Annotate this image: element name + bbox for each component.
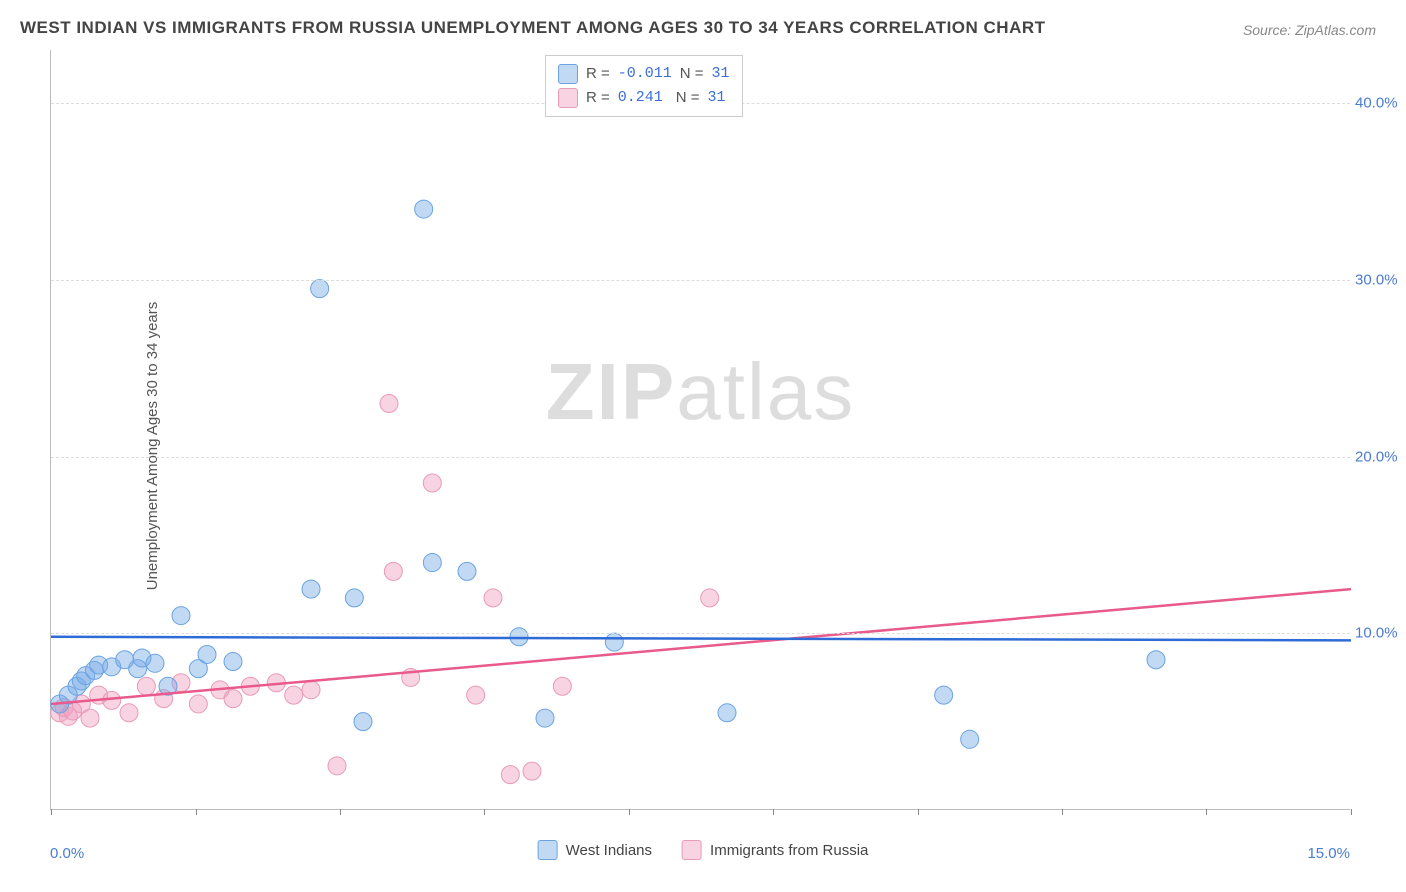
legend-item-pink: Immigrants from Russia xyxy=(682,840,868,860)
data-point xyxy=(718,704,736,722)
gridline xyxy=(51,457,1350,458)
y-tick-label: 10.0% xyxy=(1355,625,1406,642)
stats-row-blue: R = -0.011 N = 31 xyxy=(558,62,730,86)
data-point xyxy=(380,394,398,412)
x-tick-mark xyxy=(773,809,774,815)
data-point xyxy=(415,200,433,218)
data-point xyxy=(536,709,554,727)
data-point xyxy=(189,695,207,713)
swatch-pink-icon xyxy=(682,840,702,860)
data-point xyxy=(458,562,476,580)
swatch-blue-icon xyxy=(538,840,558,860)
legend: West Indians Immigrants from Russia xyxy=(538,840,869,860)
y-tick-label: 40.0% xyxy=(1355,95,1406,112)
data-point xyxy=(137,677,155,695)
data-point xyxy=(467,686,485,704)
data-point xyxy=(328,757,346,775)
data-point xyxy=(198,645,216,663)
data-point xyxy=(935,686,953,704)
data-point xyxy=(146,654,164,672)
data-point xyxy=(701,589,719,607)
data-point xyxy=(120,704,138,722)
x-tick-mark xyxy=(51,809,52,815)
swatch-pink-icon xyxy=(558,88,578,108)
data-point xyxy=(354,713,372,731)
data-point xyxy=(172,607,190,625)
data-point xyxy=(81,709,99,727)
x-tick-mark xyxy=(196,809,197,815)
data-point xyxy=(484,589,502,607)
data-point xyxy=(345,589,363,607)
x-tick-mark xyxy=(340,809,341,815)
legend-label: West Indians xyxy=(566,842,652,859)
data-point xyxy=(302,580,320,598)
data-point xyxy=(605,633,623,651)
data-point xyxy=(285,686,303,704)
data-point xyxy=(553,677,571,695)
data-point xyxy=(103,691,121,709)
regression-line xyxy=(51,637,1351,641)
x-tick-mark xyxy=(629,809,630,815)
gridline xyxy=(51,280,1350,281)
plot-area: ZIPatlas 10.0%20.0%30.0%40.0% xyxy=(50,50,1350,810)
data-point xyxy=(423,474,441,492)
source-attribution: Source: ZipAtlas.com xyxy=(1243,22,1376,38)
legend-item-blue: West Indians xyxy=(538,840,652,860)
regression-line xyxy=(51,589,1351,704)
x-axis-max-label: 15.0% xyxy=(1307,845,1350,862)
data-point xyxy=(1147,651,1165,669)
data-point xyxy=(523,762,541,780)
legend-label: Immigrants from Russia xyxy=(710,842,868,859)
data-point xyxy=(501,766,519,784)
x-tick-mark xyxy=(1351,809,1352,815)
data-point xyxy=(961,730,979,748)
swatch-blue-icon xyxy=(558,64,578,84)
data-point xyxy=(423,554,441,572)
x-tick-mark xyxy=(1206,809,1207,815)
y-tick-label: 20.0% xyxy=(1355,448,1406,465)
data-point xyxy=(510,628,528,646)
correlation-stats-box: R = -0.011 N = 31 R = 0.241 N = 31 xyxy=(545,55,743,117)
chart-svg xyxy=(51,50,1350,809)
data-point xyxy=(224,653,242,671)
stats-row-pink: R = 0.241 N = 31 xyxy=(558,86,730,110)
x-axis-min-label: 0.0% xyxy=(50,845,84,862)
y-tick-label: 30.0% xyxy=(1355,271,1406,288)
x-tick-mark xyxy=(1062,809,1063,815)
x-tick-mark xyxy=(484,809,485,815)
data-point xyxy=(311,280,329,298)
x-tick-mark xyxy=(918,809,919,815)
data-point xyxy=(384,562,402,580)
chart-title: WEST INDIAN VS IMMIGRANTS FROM RUSSIA UN… xyxy=(20,18,1046,38)
data-point xyxy=(302,681,320,699)
gridline xyxy=(51,633,1350,634)
data-point xyxy=(224,690,242,708)
